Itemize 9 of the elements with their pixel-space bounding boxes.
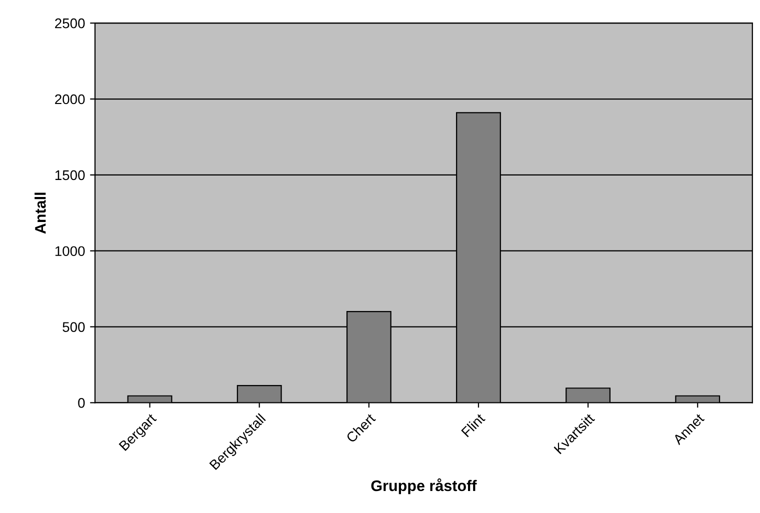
y-tick-label: 0 [78, 398, 85, 408]
x-axis-title: Gruppe råstoff [371, 478, 477, 494]
y-tick-label: 2000 [55, 94, 85, 104]
y-axis-title: Antall [34, 192, 46, 234]
y-tick-label: 1500 [55, 170, 85, 180]
y-tick-label: 2500 [55, 18, 85, 28]
y-tick-label: 1000 [55, 246, 85, 256]
y-tick-label: 500 [62, 322, 85, 332]
x-tick-label: Flint [460, 412, 486, 438]
